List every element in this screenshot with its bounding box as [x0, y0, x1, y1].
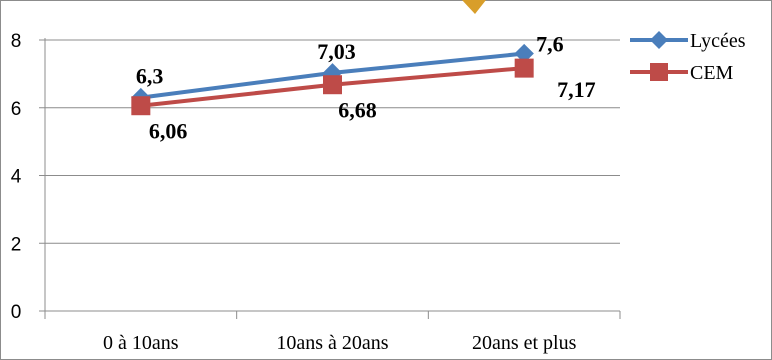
decorative-arrow-tip: [462, 0, 486, 14]
y-axis-ticks: 0 2 4 6 8: [11, 31, 45, 323]
legend-label: CEM: [690, 62, 734, 84]
legend: Lycées CEM: [630, 30, 746, 84]
axes: [44, 38, 620, 317]
legend-marker-diamond: [650, 31, 668, 49]
y-tick-label: 2: [11, 234, 22, 255]
data-label: 6,68: [338, 98, 377, 123]
data-label: 6,3: [136, 64, 164, 89]
y-tick-label: 4: [11, 167, 22, 188]
data-label: 6,06: [149, 119, 188, 144]
legend-label: Lycées: [690, 30, 746, 52]
y-tick-label: 8: [11, 31, 22, 52]
data-point-square: [323, 75, 342, 95]
data-point-square: [131, 96, 151, 116]
data-point-square: [514, 58, 534, 78]
series-group: 6,3 7,03 7,6 6,06 6,68 7,17: [131, 32, 596, 144]
data-label: 7,6: [536, 32, 564, 57]
x-tick-label: 0 à 10ans: [103, 332, 179, 354]
y-tick-label: 0: [11, 302, 22, 323]
x-axis-ticks: 0 à 10ans 10ans à 20ans 20ans et plus: [44, 311, 621, 354]
legend-marker-square: [650, 63, 668, 81]
data-label: 7,03: [317, 39, 356, 64]
data-label: 7,17: [557, 77, 596, 102]
x-tick-label: 10ans à 20ans: [276, 332, 388, 354]
x-tick-label: 20ans et plus: [472, 332, 577, 354]
y-tick-label: 6: [11, 99, 22, 120]
